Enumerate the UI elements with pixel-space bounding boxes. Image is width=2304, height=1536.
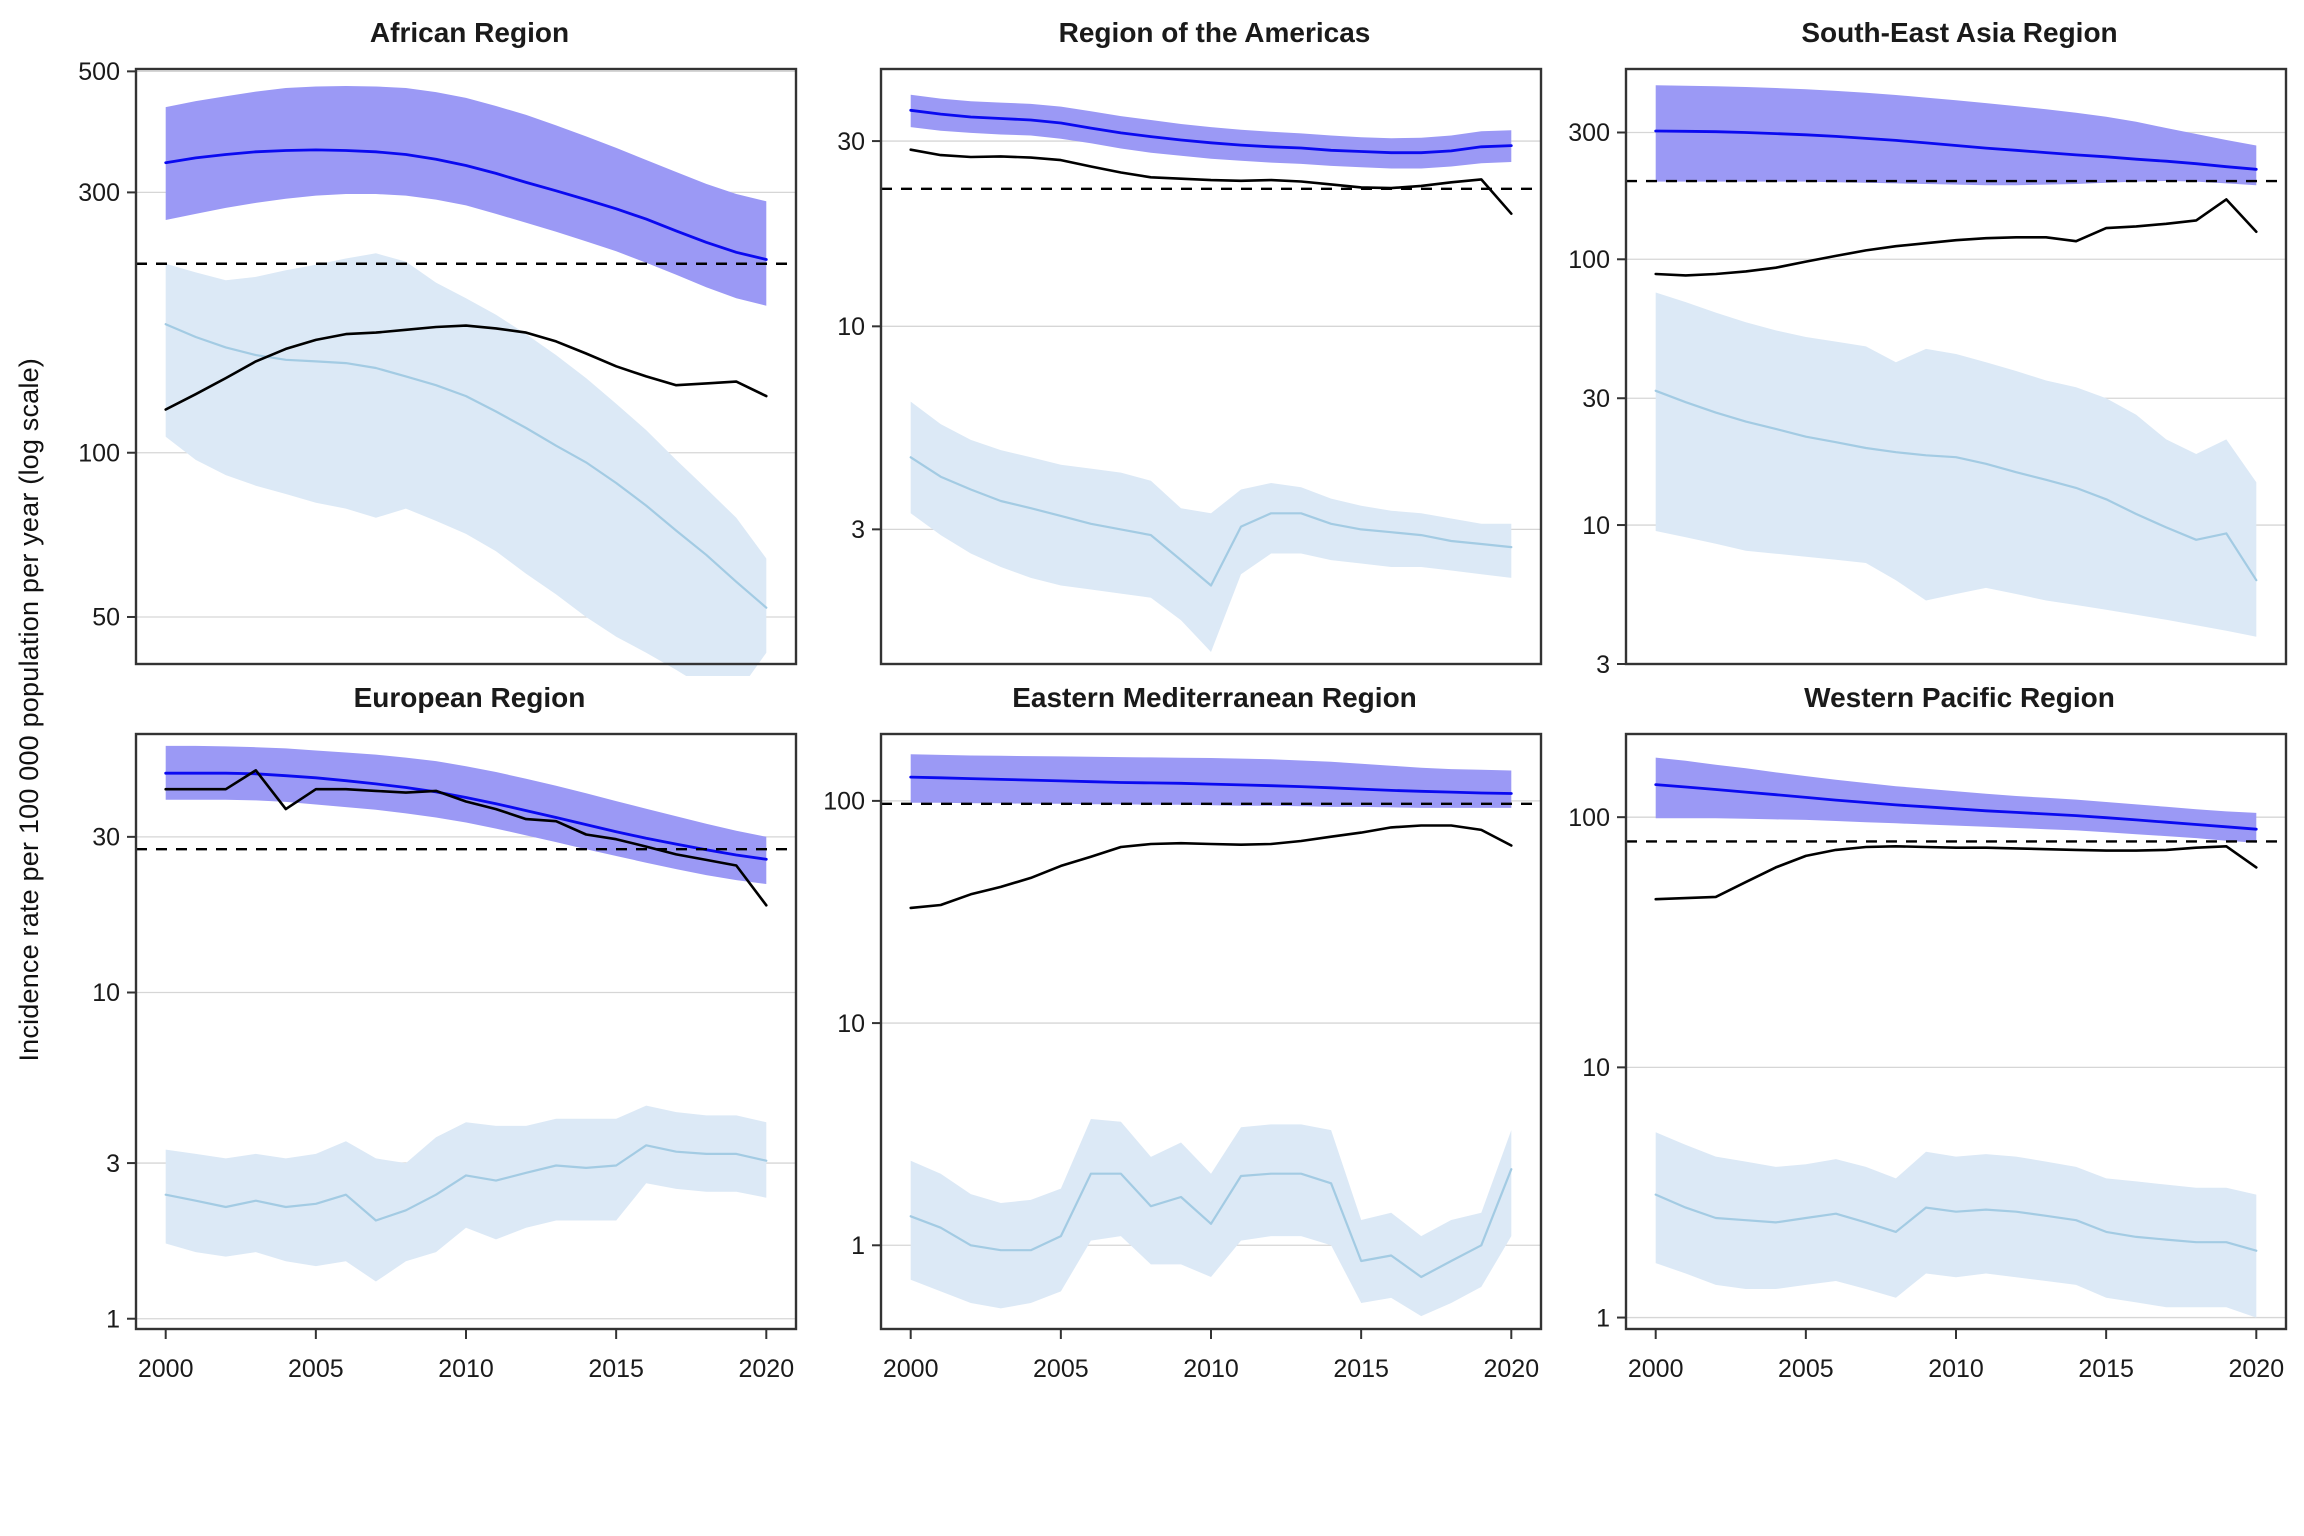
notifications-line bbox=[1654, 845, 2258, 901]
estimated-incidence-ribbon bbox=[165, 745, 767, 884]
panel-title: Eastern Mediterranean Region bbox=[1012, 682, 1417, 713]
x-tick-label: 2015 bbox=[2078, 1355, 2134, 1383]
notifications-line bbox=[909, 148, 1513, 215]
estimated-incidence-line bbox=[909, 775, 1513, 795]
panel-title: European Region bbox=[353, 682, 586, 713]
panel-eastern-mediterranean-region: Eastern Mediterranean Region 100 10 1 2000 2… bbox=[803, 676, 1548, 1418]
hiv-incidence-line bbox=[909, 1168, 1513, 1279]
hiv-incidence-line bbox=[1654, 389, 2258, 582]
chart-svg: 100 10 1 2000 2005 2010 2015 2020 bbox=[1568, 732, 2288, 1383]
y-tick-label: 1 bbox=[1596, 1304, 1610, 1332]
hiv-incidence-ribbon bbox=[165, 253, 767, 676]
x-tick-label: 2000 bbox=[138, 1355, 194, 1383]
x-tick-label: 2005 bbox=[288, 1355, 344, 1383]
x-tick-label: 2010 bbox=[1183, 1355, 1239, 1383]
y-tick-label: 100 bbox=[1568, 804, 1610, 832]
notifications-line bbox=[164, 769, 768, 907]
y-tick-label: 3 bbox=[1596, 651, 1610, 676]
x-tick-label: 2010 bbox=[1928, 1355, 1984, 1383]
panel-border bbox=[879, 67, 1543, 666]
x-tick-label: 2020 bbox=[1483, 1355, 1539, 1383]
chart-svg: 300 100 30 10 3 bbox=[1568, 67, 2288, 676]
panel-grid: African Region 500 300 100 50 Region of the… bbox=[58, 0, 2304, 1536]
panel-western-pacific-region: Western Pacific Region 100 10 1 2000 2005 201… bbox=[1548, 676, 2293, 1418]
x-tick-label: 2005 bbox=[1033, 1355, 1089, 1383]
estimated-incidence-ribbon bbox=[1655, 757, 2257, 843]
y-tick-label: 30 bbox=[92, 824, 120, 852]
y-tick-label: 3 bbox=[851, 516, 865, 544]
chart-area: 30 10 3 1 2000 2005 2010 2015 2020 bbox=[58, 718, 803, 1411]
chart-area: 30 10 3 bbox=[803, 53, 1548, 676]
y-tick-label: 10 bbox=[1582, 512, 1610, 540]
estimated-incidence-line bbox=[164, 148, 768, 261]
chart-svg: 100 10 1 2000 2005 2010 2015 2020 bbox=[823, 732, 1543, 1383]
x-tick-label: 2020 bbox=[2228, 1355, 2284, 1383]
x-tick-label: 2020 bbox=[738, 1355, 794, 1383]
x-tick-label: 2000 bbox=[883, 1355, 939, 1383]
chart-area: 300 100 30 10 3 bbox=[1548, 53, 2293, 676]
y-tick-label: 100 bbox=[1568, 246, 1610, 274]
panel-african-region: African Region 500 300 100 50 bbox=[58, 12, 803, 676]
panel-title: South-East Asia Region bbox=[1801, 17, 2118, 48]
notifications-line bbox=[909, 824, 1513, 910]
y-tick-label: 10 bbox=[92, 979, 120, 1007]
hiv-incidence-line bbox=[909, 456, 1513, 587]
y-tick-label: 10 bbox=[837, 313, 865, 341]
y-tick-label: 300 bbox=[1568, 119, 1610, 147]
estimated-incidence-ribbon bbox=[910, 754, 1512, 808]
estimated-incidence-line bbox=[1654, 783, 2258, 831]
y-tick-label: 100 bbox=[78, 439, 120, 467]
x-tick-label: 2015 bbox=[1333, 1355, 1389, 1383]
y-tick-label: 1 bbox=[106, 1305, 120, 1333]
y-tick-label: 30 bbox=[1582, 385, 1610, 413]
hiv-incidence-ribbon bbox=[1655, 1132, 2257, 1318]
panel-border bbox=[134, 67, 798, 666]
hiv-incidence-line bbox=[164, 1144, 768, 1222]
y-axis-title: Incidence rate per 100 000 population pe… bbox=[13, 358, 44, 1062]
y-tick-label: 10 bbox=[1582, 1054, 1610, 1082]
chart-svg: 30 10 3 1 2000 2005 2010 2015 2020 bbox=[92, 732, 798, 1383]
y-tick-label: 100 bbox=[823, 788, 865, 816]
y-tick-label: 50 bbox=[92, 604, 120, 632]
estimated-incidence-line bbox=[909, 108, 1513, 155]
estimated-incidence-line bbox=[1654, 129, 2258, 171]
notifications-line bbox=[1654, 198, 2258, 277]
panel-title: Western Pacific Region bbox=[1804, 682, 2115, 713]
hiv-incidence-ribbon bbox=[1655, 292, 2257, 637]
y-tick-label: 30 bbox=[837, 128, 865, 156]
chart-svg: 500 300 100 50 bbox=[78, 58, 798, 676]
panel-region-of-the-americas: Region of the Americas 30 10 3 bbox=[803, 12, 1548, 676]
y-tick-label: 3 bbox=[106, 1150, 120, 1178]
chart-area: 100 10 1 2000 2005 2010 2015 2020 bbox=[803, 718, 1548, 1411]
estimated-incidence-line bbox=[164, 771, 768, 861]
chart-svg: 30 10 3 bbox=[837, 67, 1543, 666]
estimated-incidence-ribbon bbox=[910, 94, 1512, 169]
x-tick-label: 2015 bbox=[588, 1355, 644, 1383]
chart-area: 500 300 100 50 bbox=[58, 53, 803, 676]
y-axis-title-column: Incidence rate per 100 000 population pe… bbox=[0, 0, 58, 1420]
panel-european-region: European Region 30 10 3 1 2000 2005 2010 2015 20… bbox=[58, 676, 803, 1418]
chart-area: 100 10 1 2000 2005 2010 2015 2020 bbox=[1548, 718, 2293, 1411]
panel-title: African Region bbox=[369, 17, 570, 48]
y-tick-label: 1 bbox=[851, 1232, 865, 1260]
y-tick-label: 300 bbox=[78, 179, 120, 207]
estimated-incidence-ribbon bbox=[165, 86, 767, 306]
x-tick-label: 2005 bbox=[1778, 1355, 1834, 1383]
hiv-incidence-ribbon bbox=[910, 1119, 1512, 1317]
x-tick-label: 2000 bbox=[1628, 1355, 1684, 1383]
hiv-incidence-ribbon bbox=[910, 401, 1512, 652]
panel-title: Region of the Americas bbox=[1058, 17, 1371, 48]
hiv-incidence-line bbox=[1654, 1193, 2258, 1252]
x-tick-label: 2010 bbox=[438, 1355, 494, 1383]
estimated-incidence-ribbon bbox=[1655, 85, 2257, 186]
hiv-incidence-ribbon bbox=[165, 1105, 767, 1282]
y-tick-label: 10 bbox=[837, 1010, 865, 1038]
panel-south-east-asia-region: South-East Asia Region 300 100 30 10 3 bbox=[1548, 12, 2293, 676]
notifications-line bbox=[164, 324, 768, 411]
y-tick-label: 500 bbox=[78, 58, 120, 86]
panel-border bbox=[1624, 67, 2288, 666]
